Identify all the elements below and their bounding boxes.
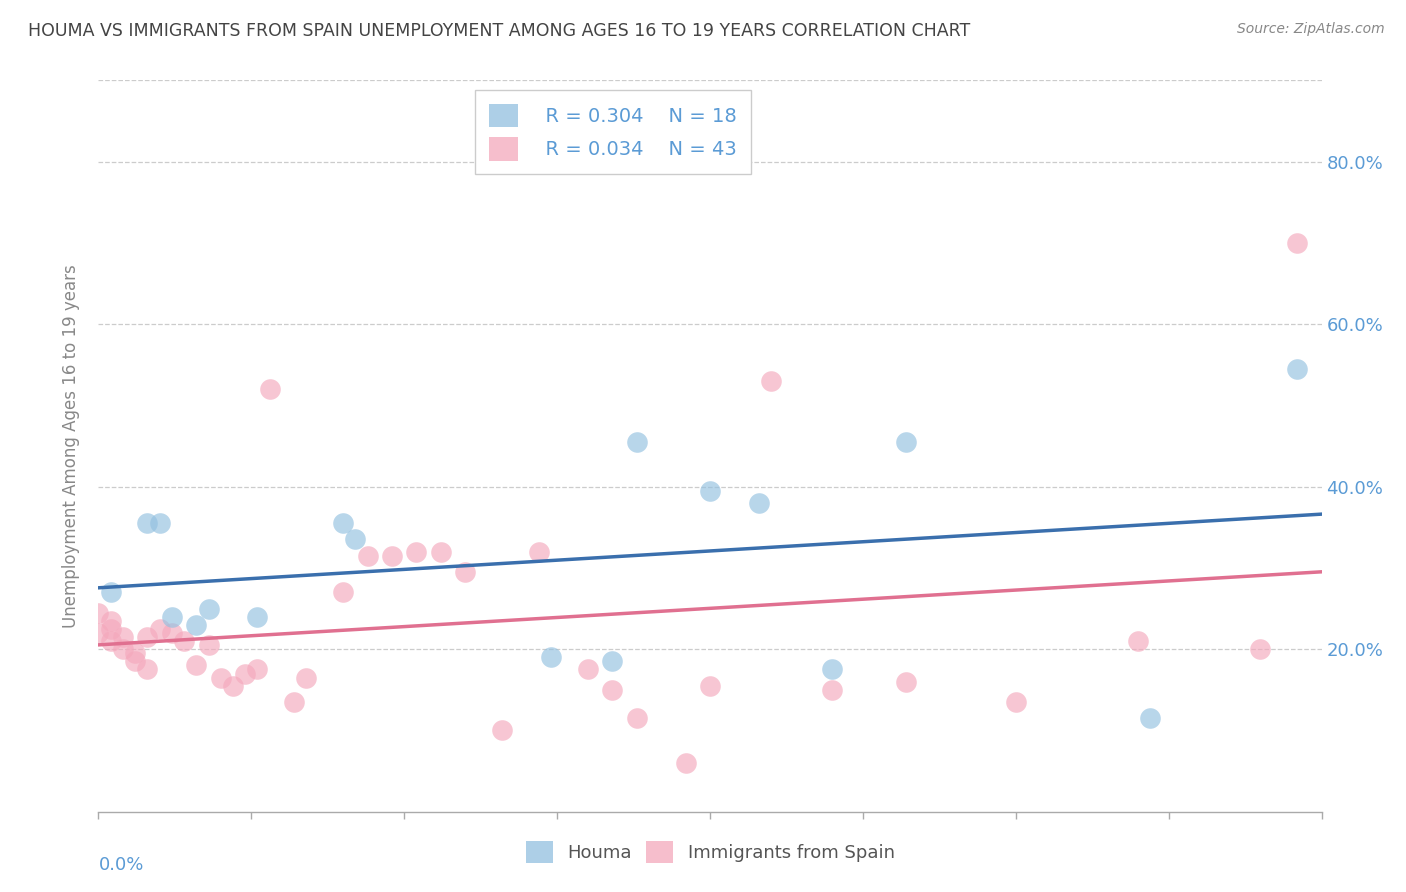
Y-axis label: Unemployment Among Ages 16 to 19 years: Unemployment Among Ages 16 to 19 years (62, 264, 80, 628)
Point (356, 549, 378, 563)
Point (381, 549, 404, 563)
Point (1128, 634, 1150, 648)
Point (1286, 235, 1309, 250)
Point (87, 606, 110, 620)
Point (821, 663, 844, 677)
Point (894, 434, 917, 449)
Point (100, 614, 122, 628)
Point (540, 650, 562, 665)
Point (222, 679, 245, 693)
Point (136, 630, 159, 644)
Point (759, 374, 782, 388)
Point (149, 516, 172, 531)
Text: HOUMA VS IMMIGRANTS FROM SPAIN UNEMPLOYMENT AMONG AGES 16 TO 19 YEARS CORRELATIO: HOUMA VS IMMIGRANTS FROM SPAIN UNEMPLOYM… (28, 22, 970, 40)
Point (197, 601, 219, 615)
Point (136, 663, 159, 677)
Point (100, 634, 122, 648)
Point (576, 663, 599, 677)
Point (173, 634, 195, 648)
Point (246, 663, 269, 677)
Point (209, 671, 232, 685)
Point (527, 544, 550, 558)
Point (283, 695, 305, 709)
Text: 0.0%: 0.0% (98, 855, 143, 873)
Point (87, 626, 110, 640)
Point (186, 617, 208, 632)
Point (1004, 695, 1026, 709)
Point (332, 585, 354, 599)
Point (246, 609, 269, 624)
Point (233, 666, 256, 681)
Point (626, 434, 648, 449)
Point (111, 642, 134, 657)
Point (626, 711, 648, 725)
Point (1286, 361, 1309, 376)
Point (295, 671, 318, 685)
Point (186, 658, 208, 673)
Point (259, 382, 281, 396)
Point (124, 646, 146, 660)
Point (454, 565, 477, 579)
Point (1249, 642, 1271, 657)
Point (111, 630, 134, 644)
Point (600, 654, 623, 668)
Point (430, 544, 453, 558)
Legend: Houma, Immigrants from Spain: Houma, Immigrants from Spain (516, 832, 904, 872)
Point (124, 654, 146, 668)
Point (894, 674, 917, 689)
Point (100, 622, 122, 636)
Point (149, 622, 172, 636)
Point (748, 496, 770, 510)
Point (332, 516, 354, 531)
Point (160, 626, 183, 640)
Point (675, 756, 697, 770)
Point (136, 516, 159, 531)
Point (405, 544, 427, 558)
Point (491, 723, 513, 738)
Point (600, 682, 623, 697)
Point (344, 533, 367, 547)
Point (1139, 711, 1161, 725)
Point (699, 679, 721, 693)
Point (100, 585, 122, 599)
Point (699, 483, 721, 498)
Point (197, 638, 219, 652)
Text: Source: ZipAtlas.com: Source: ZipAtlas.com (1237, 22, 1385, 37)
Point (160, 609, 183, 624)
Point (821, 682, 844, 697)
